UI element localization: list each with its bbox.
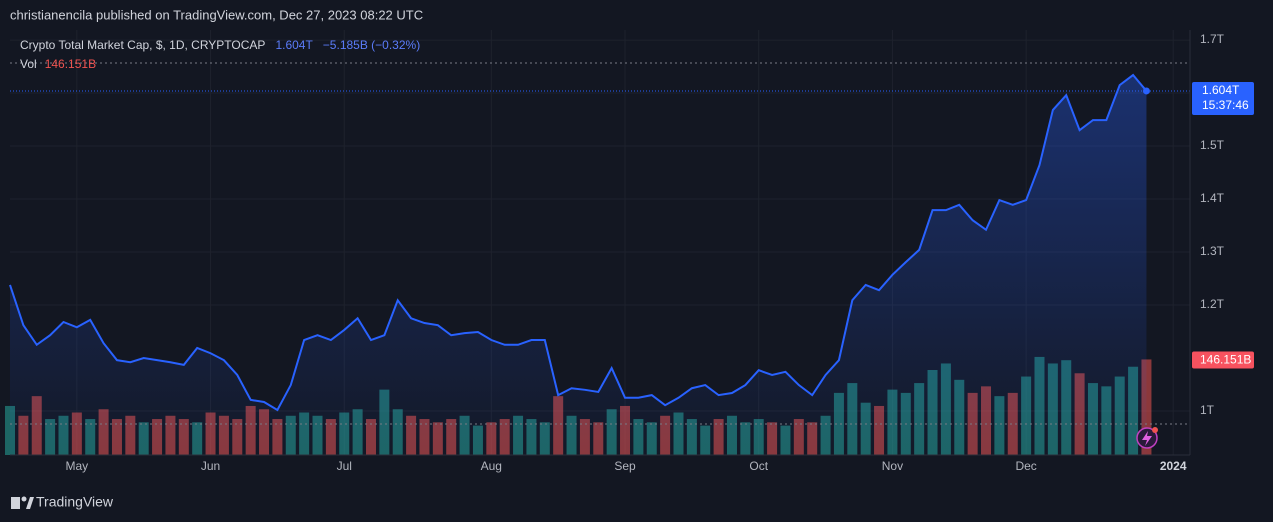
y-tick-label: 1.2T	[1200, 297, 1225, 311]
legend-change: −5.185B (−0.32%)	[323, 38, 420, 52]
legend-row: Crypto Total Market Cap, $, 1D, CRYPTOCA…	[20, 38, 420, 52]
price-line	[9, 73, 1148, 412]
x-tick-label: Sep	[614, 459, 636, 473]
x-tick-label: Aug	[481, 459, 502, 473]
legend-row: Vol 146.151B	[20, 57, 96, 71]
x-tick-label: May	[66, 459, 89, 473]
plot	[5, 73, 1190, 455]
x-tick-label: Dec	[1015, 459, 1036, 473]
icon-dot[interactable]	[1152, 427, 1158, 433]
legend-volume: 146.151B	[45, 57, 96, 71]
price-badge-countdown: 15:37:46	[1202, 98, 1249, 112]
icon-bolt[interactable]	[1142, 431, 1152, 446]
legend-symbol: Crypto Total Market Cap, $, 1D, CRYPTOCA…	[20, 38, 265, 52]
legend-volume-title: Vol	[20, 57, 37, 71]
price-area	[10, 75, 1147, 455]
logo-mark	[11, 497, 20, 509]
logo: TradingView	[11, 494, 114, 510]
x-tick-label: 2024	[1160, 459, 1187, 473]
y-tick-label: 1.4T	[1200, 191, 1225, 205]
price-badge-value: 1.604T	[1202, 83, 1240, 97]
brand: TradingView	[36, 494, 114, 510]
logo-mark	[21, 496, 27, 502]
lightning-icon[interactable]	[1136, 427, 1158, 449]
y-tick-label: 1.7T	[1200, 32, 1225, 46]
x-tick-label: Nov	[882, 459, 903, 473]
volume-badge-value: 146.151B	[1200, 353, 1251, 367]
y-tick-label: 1.3T	[1200, 244, 1225, 258]
attribution: christianencila published on TradingView…	[10, 7, 423, 22]
legend-price: 1.604T	[275, 38, 313, 52]
x-tick-label: Jun	[201, 459, 220, 473]
last-point	[1142, 87, 1150, 95]
x-tick-label: Oct	[749, 459, 768, 473]
price-badge	[1192, 81, 1254, 115]
logo-mark	[26, 497, 34, 509]
y-tick-label: 1T	[1200, 403, 1215, 417]
volume-badge	[1192, 351, 1254, 369]
y-tick-label: 1.5T	[1200, 138, 1225, 152]
x-tick-label: Jul	[337, 459, 352, 473]
